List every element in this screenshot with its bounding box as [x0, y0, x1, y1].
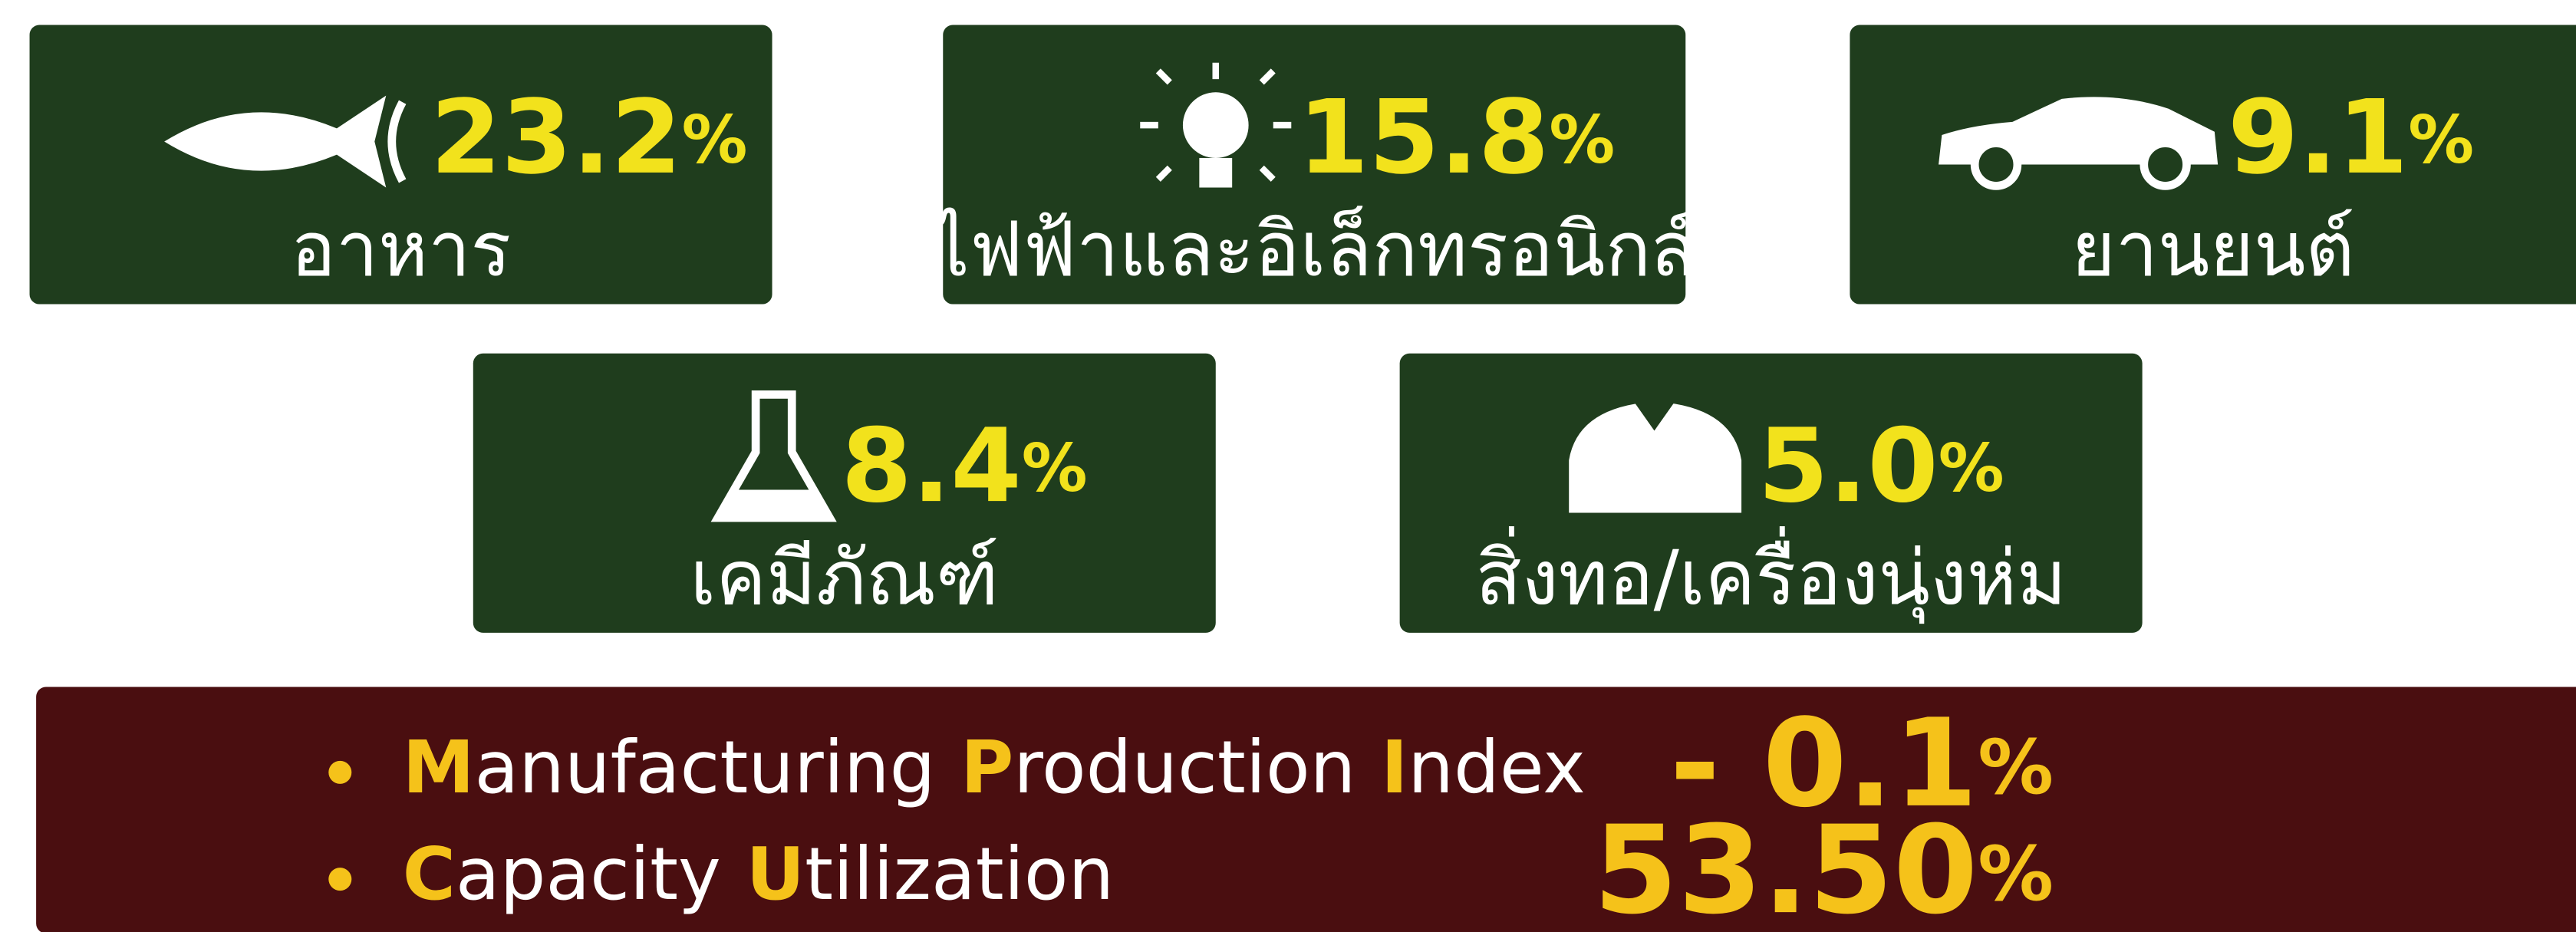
card-bg: [473, 353, 1216, 633]
word-rest: roduction: [1013, 726, 1356, 810]
garment-icon: [1569, 403, 1742, 513]
flask-icon: [710, 390, 837, 522]
value-unit: %: [1939, 431, 2004, 508]
card-value: 15.8%: [1298, 79, 1615, 197]
card-bg: [29, 25, 772, 305]
card-bg: [1399, 353, 2143, 633]
bullet: [328, 760, 352, 784]
value-unit: %: [1978, 831, 2054, 918]
value-unit: %: [1022, 431, 1088, 508]
indicator-panel: [36, 687, 2576, 932]
value-number: 8.4: [841, 407, 1021, 525]
card-label: ยานยนต์: [2071, 206, 2354, 294]
card-value: 9.1%: [2228, 79, 2474, 197]
indicator-label: Manufacturing Production Index: [403, 726, 1586, 810]
car-icon: [1939, 97, 2219, 190]
bullet: [328, 868, 352, 891]
card-bg: [943, 25, 1686, 305]
word-rest: apacity: [456, 833, 721, 917]
card-label: อาหาร: [291, 206, 512, 294]
value-number: 53.50: [1593, 801, 1978, 932]
initial-letter: P: [935, 726, 1013, 810]
value-unit: %: [682, 102, 748, 179]
initial-letter: M: [403, 726, 475, 810]
indicator-value: - 0.1%: [1670, 693, 2054, 835]
indicator-value: 53.50%: [1593, 801, 2054, 932]
value-number: - 0.1: [1670, 693, 1978, 835]
card-label: สิ่งทอ/เครื่องนุ่งห่ม: [1475, 525, 2067, 624]
card-value: 8.4%: [841, 407, 1087, 525]
card-value: 23.2%: [430, 79, 747, 197]
value-number: 9.1: [2228, 79, 2408, 197]
word-rest: tilization: [805, 833, 1114, 917]
initial-letter: U: [721, 833, 805, 917]
initial-letter: I: [1356, 726, 1408, 810]
value-number: 15.8: [1298, 79, 1550, 197]
initial-letter: C: [403, 833, 456, 917]
card-value: 5.0%: [1757, 407, 2004, 525]
word-rest: ndex: [1408, 726, 1586, 810]
value-unit: %: [1549, 102, 1615, 179]
indicator-label: Capacity Utilization: [403, 833, 1115, 917]
value-unit: %: [1978, 724, 2054, 812]
card-label: ไฟฟ้าและอิเล็กทรอนิกส์: [926, 205, 1697, 294]
value-number: 23.2: [430, 79, 682, 197]
value-number: 5.0: [1757, 407, 1938, 525]
card-label: เคมีภัณฑ์: [690, 535, 999, 622]
word-rest: anufacturing: [474, 726, 935, 810]
bulb-icon: [1140, 62, 1292, 188]
fish-icon: [164, 95, 407, 188]
value-unit: %: [2408, 102, 2474, 179]
